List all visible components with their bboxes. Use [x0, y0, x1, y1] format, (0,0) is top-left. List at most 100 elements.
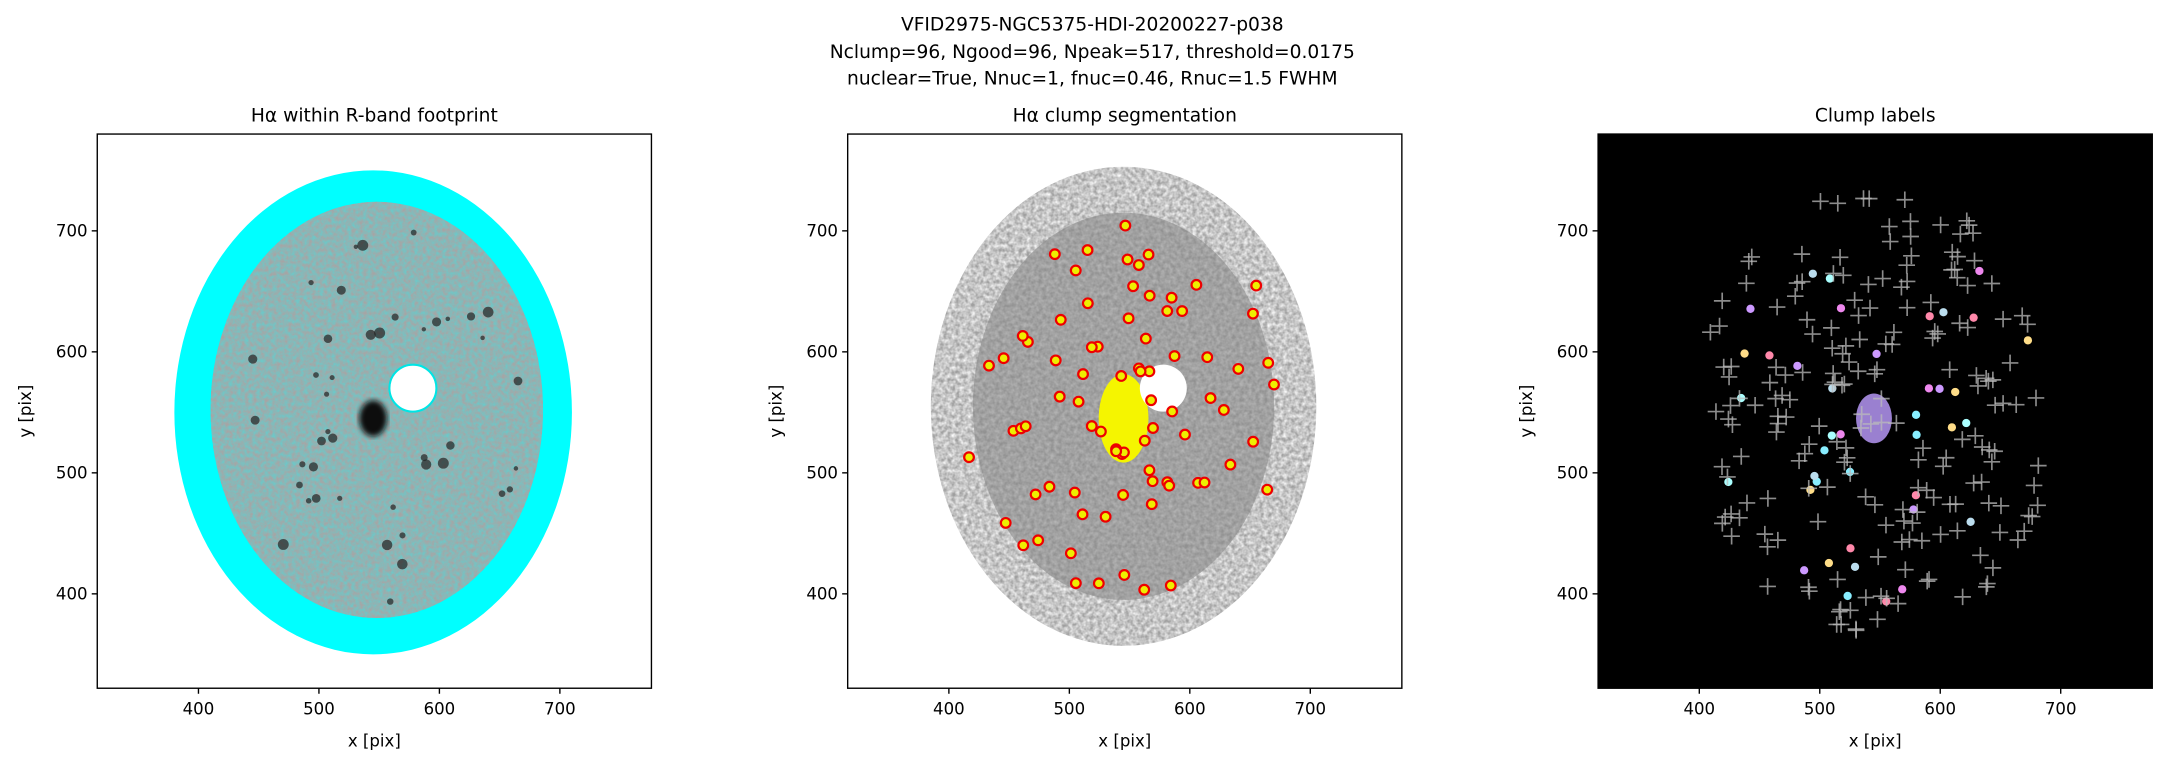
- peak-marker: [1828, 433, 1846, 451]
- peak-marker: [1857, 589, 1875, 606]
- peak-marker: [1738, 274, 1755, 292]
- x-tick-label: 700: [1294, 699, 1326, 718]
- peak-marker: [1715, 358, 1732, 376]
- peak-marker: [1860, 276, 1877, 293]
- y-tick-label: 500: [56, 463, 88, 482]
- peak-marker: [1979, 575, 1996, 592]
- peak-marker: [1836, 375, 1853, 393]
- clump-marker: [1117, 489, 1130, 501]
- hii-region: [337, 495, 343, 501]
- peak-marker: [1720, 368, 1738, 386]
- clump-marker: [1179, 428, 1191, 441]
- mask: [388, 363, 438, 413]
- clump-marker: [1127, 280, 1140, 293]
- clump-marker: [1049, 354, 1062, 367]
- hii-region: [446, 441, 455, 450]
- clump-marker: [1145, 498, 1158, 511]
- clump-label: [1740, 349, 1749, 358]
- clump-label: [1806, 485, 1815, 495]
- x-tick-label: 600: [1174, 699, 1206, 718]
- clump-marker: [1161, 305, 1174, 317]
- peak-marker: [1768, 298, 1786, 316]
- panel-title: Clump labels: [1815, 106, 1936, 127]
- peak-marker: [1949, 522, 1966, 540]
- clump-label: [1911, 410, 1921, 419]
- y-tick-label: 700: [1557, 221, 1589, 240]
- peak-marker: [1898, 256, 1916, 274]
- peak-marker: [1918, 572, 1936, 590]
- peak-marker: [1793, 273, 1811, 291]
- peak-marker: [1853, 405, 1870, 423]
- image: [97, 134, 652, 689]
- y-tick-label: 700: [56, 221, 88, 240]
- nuclear-clump: [1098, 374, 1149, 463]
- hii-region: [421, 327, 427, 332]
- hii-region: [513, 466, 519, 471]
- peak-marker: [1851, 331, 1868, 348]
- clump-label: [1969, 313, 1978, 322]
- clump-marker: [983, 359, 995, 372]
- clump-label: [1800, 566, 1809, 575]
- peak-marker: [1846, 291, 1863, 309]
- image: [1598, 134, 2153, 689]
- hii-region: [365, 329, 376, 340]
- clump-marker: [1017, 539, 1030, 552]
- peak-marker: [1836, 453, 1853, 471]
- clump-marker: [1085, 420, 1098, 433]
- peak-marker: [1885, 324, 1903, 341]
- peak-marker: [1809, 513, 1827, 530]
- clump-label: [1724, 477, 1733, 487]
- hii-region: [397, 558, 408, 570]
- clump-marker: [1110, 445, 1123, 458]
- peak-marker: [1829, 195, 1847, 212]
- clump-label: [1935, 384, 1944, 393]
- hii-region: [308, 462, 319, 472]
- peak-marker: [1796, 445, 1814, 462]
- peak-marker: [1977, 370, 1995, 387]
- peak-marker: [1898, 299, 1916, 317]
- peak-marker: [1841, 465, 1859, 482]
- hii-region: [299, 461, 306, 468]
- peak-marker: [1722, 397, 1739, 414]
- peak-marker: [1857, 488, 1874, 506]
- clump-marker: [1054, 313, 1067, 326]
- clump-marker: [999, 516, 1012, 529]
- peak-marker: [1910, 451, 1927, 469]
- y-axis-label: y [pix]: [16, 385, 35, 438]
- peak-marker: [1932, 216, 1949, 234]
- peak-marker: [1980, 441, 1998, 459]
- peak-marker: [1720, 410, 1737, 428]
- peak-marker: [1866, 365, 1884, 383]
- clump-label: [1924, 384, 1934, 393]
- clump-marker: [1119, 219, 1132, 232]
- peak-marker: [1869, 611, 1886, 628]
- x-tick-label: 700: [2045, 699, 2077, 718]
- peak-marker: [1922, 294, 1940, 311]
- peak-marker: [1983, 275, 2001, 292]
- hii-region: [506, 486, 513, 493]
- peak-marker: [1810, 417, 1828, 435]
- clump-marker: [1139, 332, 1152, 345]
- peak-marker: [1983, 453, 2001, 471]
- peak-marker: [1713, 458, 1731, 475]
- clump-marker: [1072, 395, 1085, 408]
- hii-region: [410, 229, 417, 236]
- peak-marker: [1812, 193, 1829, 210]
- clump-marker: [1198, 476, 1211, 489]
- clump-marker: [1076, 508, 1089, 521]
- x-tick-label: 700: [544, 699, 576, 718]
- peak-marker: [1746, 396, 1764, 414]
- hii-region: [248, 354, 258, 364]
- clump-marker: [1262, 356, 1275, 369]
- peak-marker: [1769, 531, 1787, 549]
- peak-marker: [2001, 354, 2019, 372]
- clump-marker: [963, 451, 975, 464]
- clump-label: [1843, 591, 1852, 601]
- clump-label: [2023, 336, 2033, 345]
- y-tick-label: 400: [806, 584, 838, 603]
- peak-marker: [1978, 578, 1995, 596]
- peak-marker: [1889, 595, 1907, 612]
- clump-label: [1836, 304, 1846, 313]
- clump-marker: [1165, 291, 1178, 304]
